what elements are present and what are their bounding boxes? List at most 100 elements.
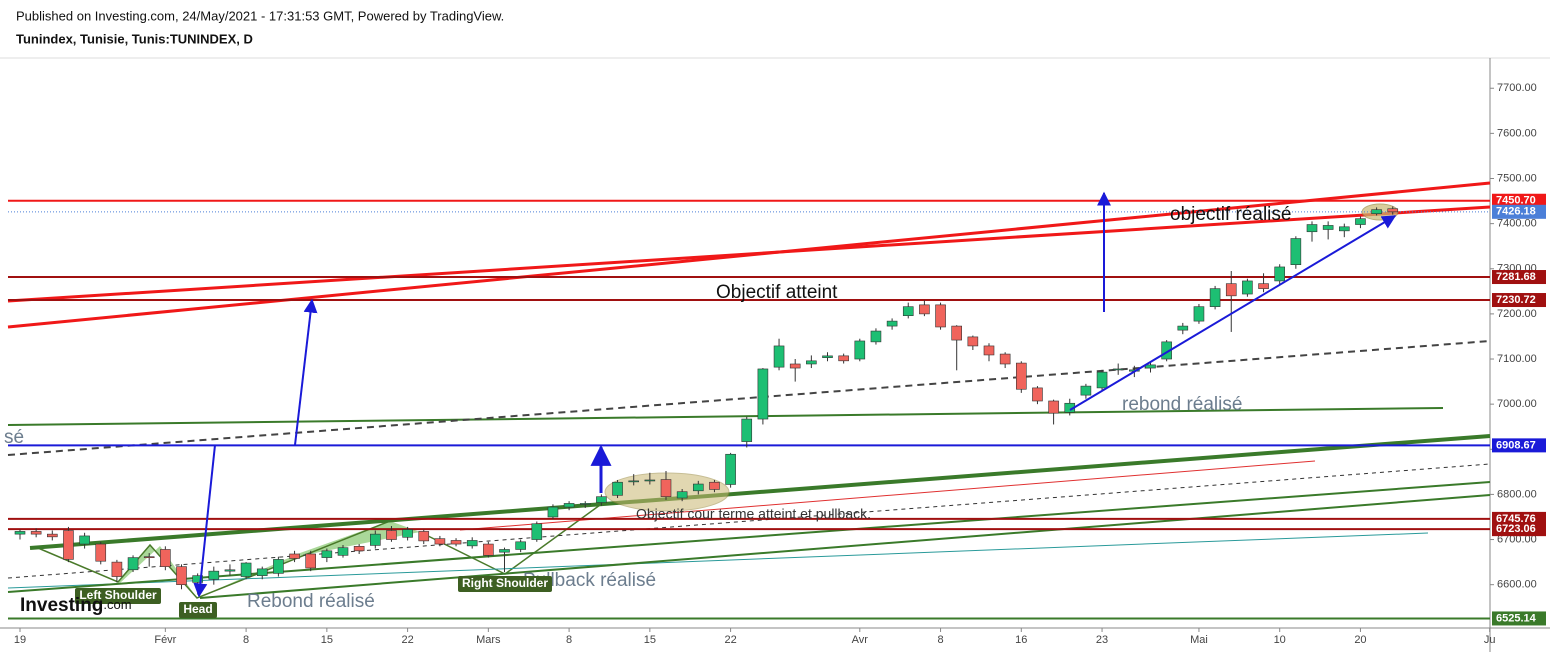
annotation: Objectif cour terme atteint et pullback. [636,506,871,522]
candle-body [176,566,187,585]
candle-body [1177,325,1189,331]
candle-body [499,549,510,553]
annotation: Rebond réalisé [247,591,375,612]
candle-body [660,479,672,497]
candle-body [692,483,704,492]
annotations: Objectif atteint objectif réalisé rebond… [4,204,1291,618]
candle-body [1371,209,1382,215]
candle-body [143,556,155,558]
candle-body [547,506,559,518]
candle-body [854,340,866,360]
candles [14,206,1399,595]
candle-body [902,306,914,316]
candle-body [273,559,284,574]
annotation: sé [4,427,24,448]
candle-body [725,453,736,485]
candle-body [757,368,769,420]
published: Published on Investing.com, 24/May/2021 … [16,8,504,23]
logo-suffix: .com [103,597,131,612]
price-label-box [1492,204,1546,219]
y-tick-label: 7400.00 [1497,218,1537,230]
trendline [7,481,1491,593]
trendline [7,340,1491,456]
candle-body [1387,208,1399,213]
x-tick-label: Avr [852,634,869,646]
y-tick-label: 6600.00 [1497,579,1537,591]
candle-body [838,355,849,362]
logo-text: Investing [20,595,103,616]
trendline [7,407,1444,426]
candle-body [30,531,42,535]
x-tick-label: 22 [724,634,736,646]
candle-body [951,325,963,341]
x-tick-label: 19 [14,634,26,646]
x-tick-label: Mars [476,634,501,646]
x-tick-label: 22 [401,634,413,646]
price-label-box [1492,193,1546,208]
price-label: 7426.18 [1496,206,1536,218]
candle-body [563,503,575,508]
y-tick-label: 7600.00 [1497,127,1537,139]
candle-body [208,570,220,580]
candle-body [1290,238,1302,265]
candle-body [773,345,785,368]
candle-body [192,575,203,583]
candle-body [1015,362,1027,390]
candle-body [709,481,720,490]
x-tick-label: 23 [1096,634,1108,646]
candle-body [1048,400,1059,414]
price-label: 7450.70 [1496,195,1536,207]
candle-body [531,523,543,540]
candle-body [919,304,930,315]
candle-body [14,531,26,535]
x-tick-label: 8 [243,634,249,646]
candle-body [386,530,397,540]
candle-body [434,538,446,545]
symbol: Tunindex, Tunisie, Tunis:TUNINDEX, D [16,31,253,46]
candle-body [1242,280,1253,295]
arrow [193,444,216,598]
candle-body [1306,224,1318,233]
arrow [1069,215,1397,411]
arrow [294,298,318,446]
y-tick-label: 7700.00 [1497,82,1537,94]
candle-body [1032,387,1043,402]
x-tick-label: Mai [1190,634,1208,646]
trendline [199,494,1491,599]
price-label: 6525.14 [1496,612,1537,624]
arrows [193,191,1397,598]
x-tick-label: 15 [644,634,656,646]
candle-body [46,533,58,538]
candle-body [160,549,171,567]
x-tick-label: 10 [1274,634,1286,646]
candle-body [612,481,623,496]
candle-body [111,561,123,577]
x-tick-label: 16 [1015,634,1027,646]
tag: Right Shoulder [462,576,548,590]
candle-body [240,562,252,577]
candle-body [1225,283,1237,297]
candle-body [1258,283,1269,289]
annotation: objectif réalisé [1170,204,1291,225]
candle-body [95,543,107,562]
price-label-box [1492,611,1546,626]
candle-body [337,547,349,556]
candle-body [596,496,607,503]
candle-body [983,345,995,356]
y-tick-label: 6800.00 [1497,488,1537,500]
candle-body [628,480,640,483]
candle-body [806,360,817,365]
price-label: 7230.72 [1496,294,1536,306]
tag: Left Shoulder [79,588,157,602]
candle-body [579,503,591,505]
price-label-box [1492,522,1546,537]
candle-body [935,304,946,328]
trendline [7,205,1491,303]
candle-body [1080,385,1092,396]
candle-body [1193,306,1205,322]
candle-body [515,541,526,550]
price-label: 6723.06 [1496,523,1536,535]
y-tick-label: 6700.00 [1497,533,1537,545]
candle-body [402,529,413,538]
